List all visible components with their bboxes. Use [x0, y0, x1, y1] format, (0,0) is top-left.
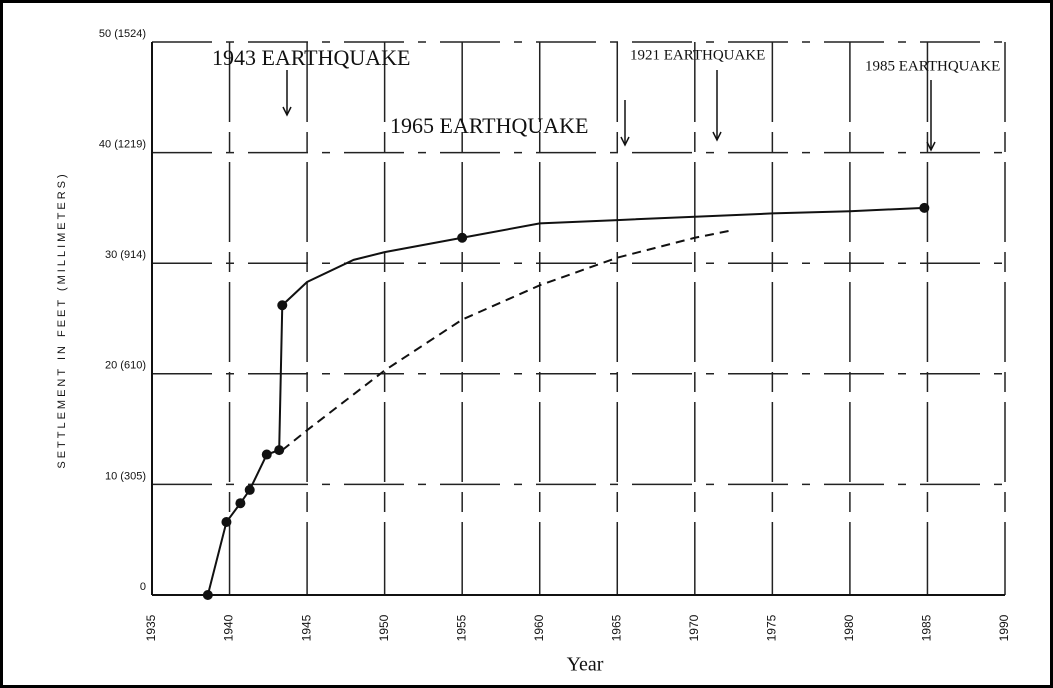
- annotation: 1985 EARTHQUAKE: [865, 58, 1000, 74]
- data-point: [244, 484, 255, 495]
- data-point: [235, 498, 246, 509]
- data-point: [457, 232, 468, 243]
- annotation-arrowhead: [620, 136, 630, 147]
- data-point: [274, 445, 285, 456]
- y-axis-label: SETTLEMENT IN FEET (MILLIMETERS): [56, 171, 68, 468]
- dashed-line: [281, 229, 734, 451]
- data-point: [277, 300, 288, 311]
- y-tick-label: 40 (1219): [99, 139, 146, 151]
- data-point: [221, 517, 232, 528]
- annotation: 1943 EARTHQUAKE: [212, 45, 411, 70]
- annotation-arrowhead: [282, 106, 292, 117]
- annotation-arrowhead: [926, 141, 936, 152]
- x-tick-label: 1985: [920, 614, 934, 641]
- x-tick-label: 1970: [687, 614, 701, 641]
- annotation: 1965 EARTHQUAKE: [390, 113, 589, 138]
- y-tick-label: 50 (1524): [99, 28, 146, 40]
- x-tick-label: 1950: [377, 614, 391, 641]
- y-tick-label: 10 (305): [105, 470, 146, 482]
- annotation: 1921 EARTHQUAKE: [630, 47, 765, 63]
- x-tick-label: 1965: [609, 614, 623, 641]
- x-tick-label: 1975: [765, 614, 779, 641]
- line: [206, 206, 925, 596]
- data-point: [261, 449, 272, 460]
- x-tick-label: 1960: [532, 614, 546, 641]
- y-tick-label: 0: [140, 581, 146, 593]
- data-point: [202, 590, 213, 600]
- x-tick-label: 1945: [299, 614, 313, 641]
- y-tick-label: 20 (610): [105, 360, 146, 372]
- x-tick-label: 1955: [454, 614, 468, 641]
- x-tick-label: 1935: [144, 614, 158, 641]
- annotation-arrowhead: [712, 131, 722, 142]
- x-tick-label: 1940: [222, 614, 236, 641]
- data-point: [919, 202, 930, 213]
- x-tick-label: 1990: [997, 614, 1011, 641]
- x-tick-label: 1980: [842, 614, 856, 641]
- y-tick-label: 30 (914): [105, 249, 146, 261]
- x-axis-label: Year: [567, 654, 604, 676]
